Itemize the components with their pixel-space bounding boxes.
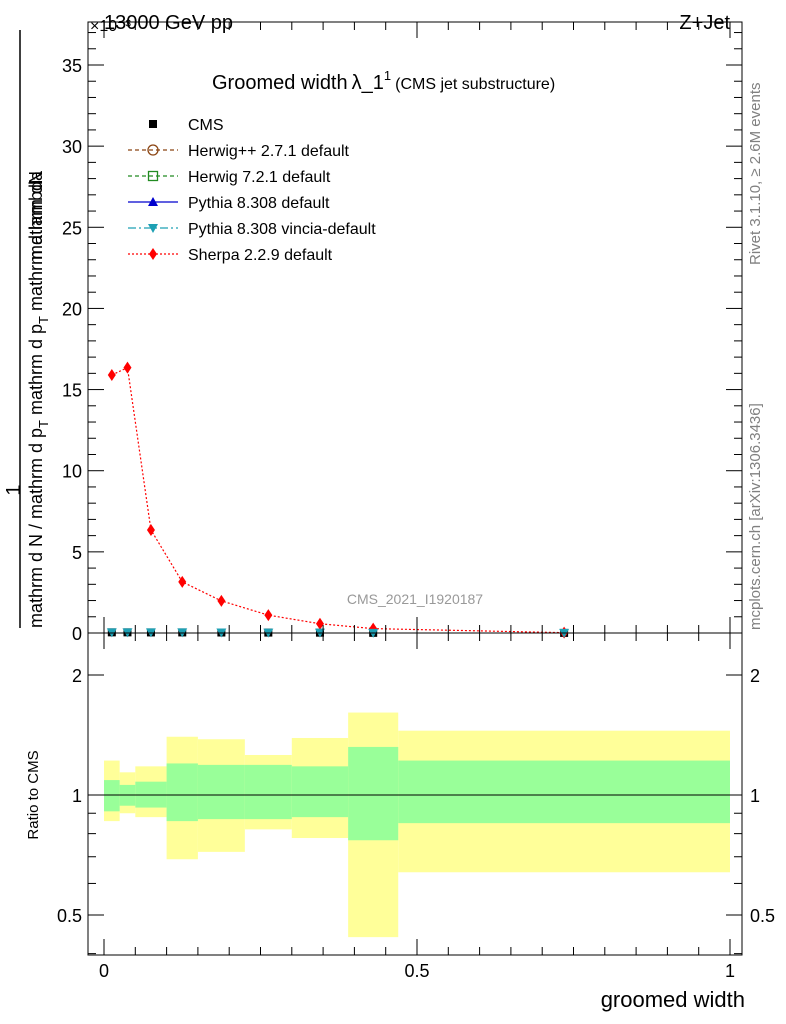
x-tick-label: 0 xyxy=(99,961,109,981)
header-energy: 13000 GeV pp xyxy=(104,12,233,34)
ratio-uncertainty-bands xyxy=(104,712,730,938)
legend: CMS Herwig++ 2.7.1 default Herwig 7.2.1 de… xyxy=(128,117,376,264)
ratio-y-tick-label-right: 0.5 xyxy=(750,906,775,926)
data-point-sherpa xyxy=(315,617,324,630)
stat-uncertainty-band-bin xyxy=(166,763,198,822)
ratio-y-tick-label: 1 xyxy=(72,786,82,806)
main-panel-frame xyxy=(87,21,743,634)
y-tick-label: 35 xyxy=(62,56,82,76)
main-series-lines xyxy=(111,366,565,634)
legend-item: Pythia 8.308 default xyxy=(128,195,330,212)
legend-item: Herwig 7.2.1 default xyxy=(128,169,331,186)
data-point-sherpa xyxy=(217,594,226,607)
main-y-axis-label: 1 mathrm d N / mathrm d pT mathrm d pT m… xyxy=(3,30,51,628)
y-tick-label: 20 xyxy=(62,299,82,319)
stat-uncertainty-band-bin xyxy=(197,764,245,820)
y-tick-label: 10 xyxy=(62,462,82,482)
legend-marker xyxy=(147,170,159,182)
legend-marker xyxy=(149,248,157,260)
stat-uncertainty-band-bin xyxy=(244,764,292,820)
legend-item: Pythia 8.308 vincia-default xyxy=(128,221,376,238)
y-scale-factor: ×10⁻³ xyxy=(90,18,132,35)
legend-marker xyxy=(147,144,159,156)
main-series-markers xyxy=(106,361,570,639)
data-point-sherpa xyxy=(123,361,132,374)
ratio-panel-frame xyxy=(87,632,743,956)
stat-uncertainty-band-bin xyxy=(291,766,349,818)
legend-marker xyxy=(148,197,158,206)
axes-ticks: 0 5 10 15 20 25 30 35 0 0.5 1 0.5 0.5 1 1 2 2 xyxy=(57,22,775,981)
y-tick-label: 25 xyxy=(62,218,82,238)
rivet-version-label: Rivet 3.1.10, ≥ 2.6M events xyxy=(747,83,764,266)
x-axis-label: groomed width xyxy=(601,987,745,1012)
plot-title: Groomed width λ_11 (CMS jet substructure) xyxy=(212,68,555,94)
stat-uncertainty-band-bin xyxy=(348,746,399,841)
y-label-dn: mathrm dN xyxy=(26,171,46,260)
legend-marker xyxy=(148,224,158,233)
title-subtitle: (CMS jet substructure) xyxy=(395,76,555,93)
header-process: Z+Jet xyxy=(679,12,730,34)
legend-label: Pythia 8.308 vincia-default xyxy=(188,221,376,238)
stat-uncertainty-band-bin xyxy=(104,780,120,812)
legend-item: CMS xyxy=(149,117,224,134)
y-tick-label: 15 xyxy=(62,381,82,401)
ratio-y-tick-label-right: 2 xyxy=(750,666,760,686)
y-tick-label: 5 xyxy=(72,543,82,563)
y-label-numerator: 1 xyxy=(3,484,25,495)
series-line-sherpa xyxy=(111,366,565,634)
legend-label: Herwig++ 2.7.1 default xyxy=(188,143,350,160)
legend-label: CMS xyxy=(188,117,224,134)
ratio-y-tick-label: 0.5 xyxy=(57,906,82,926)
data-point-sherpa xyxy=(107,368,116,381)
x-tick-label: 1 xyxy=(725,961,735,981)
legend-item: Herwig++ 2.7.1 default xyxy=(128,143,350,160)
y-tick-label: 0 xyxy=(72,624,82,644)
legend-item: Sherpa 2.2.9 default xyxy=(128,247,333,264)
title-main: Groomed width xyxy=(212,72,348,94)
data-point-sherpa xyxy=(264,609,273,622)
legend-label: Sherpa 2.2.9 default xyxy=(188,247,333,264)
title-symbol: λ_1 xyxy=(352,72,384,94)
ratio-y-axis-label: Ratio to CMS xyxy=(25,750,42,839)
ratio-y-tick-label: 2 xyxy=(72,666,82,686)
x-tick-label: 0.5 xyxy=(404,961,429,981)
y-label-denominator: mathrm d N / mathrm d pT mathrm d pT mat… xyxy=(26,170,51,628)
y-tick-label: 30 xyxy=(62,137,82,157)
legend-marker xyxy=(149,120,157,128)
data-point-sherpa xyxy=(178,575,187,588)
title-superscript: 1 xyxy=(384,68,391,83)
stat-uncertainty-band-bin xyxy=(398,760,730,824)
ratio-y-tick-label-right: 1 xyxy=(750,786,760,806)
data-point-sherpa xyxy=(146,523,155,536)
legend-label: Herwig 7.2.1 default xyxy=(188,169,331,186)
mcplots-source-label: mcplots.cern.ch [arXiv:1306.3436] xyxy=(747,403,764,630)
legend-label: Pythia 8.308 default xyxy=(188,195,330,212)
analysis-watermark: CMS_2021_I1920187 xyxy=(347,591,483,607)
